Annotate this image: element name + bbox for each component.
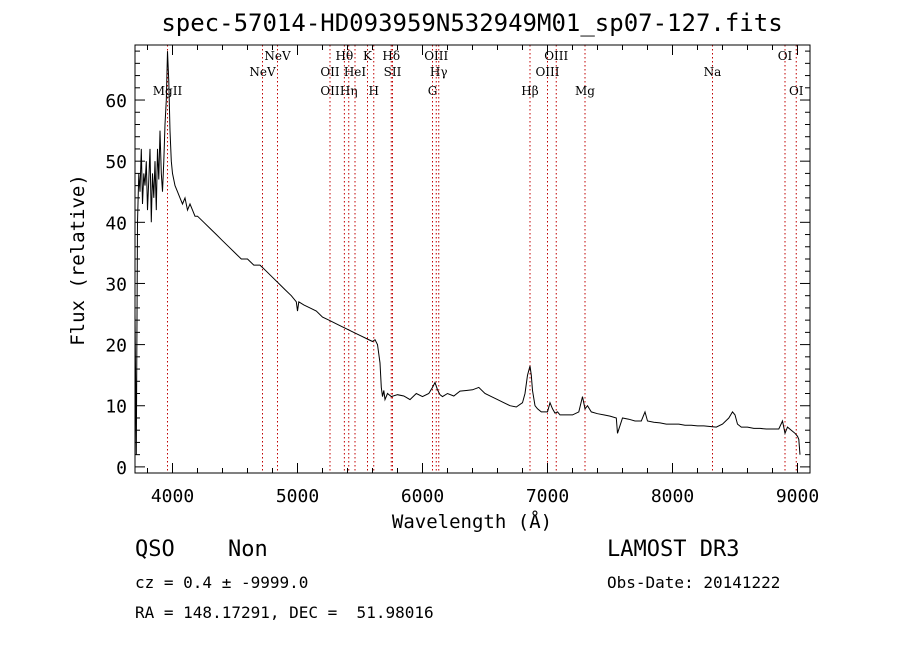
object-class: QSO (135, 537, 175, 562)
spectral-line-label: HeI (344, 65, 367, 79)
obs-date-text: Obs-Date: 20141222 (607, 573, 781, 592)
spectral-line-label: NeV (249, 65, 276, 79)
x-tick-label: 7000 (526, 486, 569, 507)
spectral-line-label: Hδ (382, 49, 400, 63)
y-axis: 0 10 20 30 40 50 60 (105, 50, 810, 479)
y-tick-label: 30 (105, 274, 127, 295)
plot-frame (134, 44, 811, 474)
y-tick-label: 60 (105, 91, 127, 112)
spectral-line-label: NeV (264, 49, 291, 63)
spectral-line-label: OII (320, 84, 340, 98)
survey-name: LAMOST DR3 (607, 537, 740, 562)
spectral-line-label: OI (778, 49, 793, 63)
y-tick-label: 10 (105, 397, 127, 418)
spectral-line-markers: MgII NeV NeV OII OII Hθ Hη HeI K H Hδ SII G OIII Hγ Hβ O… (153, 45, 804, 473)
spectral-line-label: OIII (535, 65, 559, 79)
x-tick-label: 5000 (276, 486, 319, 507)
spectral-line-label: OIII (424, 49, 448, 63)
chart-title: spec-57014-HD093959N532949M01_sp07-127.f… (161, 9, 782, 37)
spectral-line-label: G (428, 84, 438, 98)
x-tick-label: 8000 (651, 486, 694, 507)
x-tick-label: 4000 (151, 486, 194, 507)
y-axis-label: Flux (relative) (67, 174, 89, 346)
spectral-line-label: MgII (153, 84, 183, 98)
spectral-line-label: Hγ (430, 65, 448, 79)
spectral-line-label: Hη (340, 84, 358, 98)
y-tick-label: 50 (105, 152, 127, 173)
y-tick-label: 0 (116, 458, 127, 479)
spectral-line-label: H (369, 84, 379, 98)
x-axis: 4000 5000 6000 7000 8000 9000 (147, 45, 819, 507)
spectral-line-label: SII (384, 65, 402, 79)
spectral-line-label: K (363, 49, 373, 63)
x-tick-label: 9000 (776, 486, 819, 507)
y-tick-label: 40 (105, 213, 127, 234)
spectral-line-label: Hβ (521, 84, 538, 98)
spectral-line-label: Na (704, 65, 722, 79)
y-tick-label: 20 (105, 336, 127, 357)
spectral-line-label: OI (789, 84, 804, 98)
object-subclass: Non (228, 537, 268, 562)
spectral-line-label: OIII (544, 49, 568, 63)
spectral-line-label: Mg (575, 84, 595, 98)
redshift-text: cz = 0.4 ± -9999.0 (135, 573, 309, 592)
spectrum-series-line (134, 51, 801, 455)
x-axis-label: Wavelength (Å) (392, 510, 552, 533)
coordinates-text: RA = 148.17291, DEC = 51.98016 (135, 603, 434, 622)
spectral-line-label: OII (320, 65, 340, 79)
x-tick-label: 6000 (401, 486, 444, 507)
spectral-line-label: Hθ (336, 49, 354, 63)
